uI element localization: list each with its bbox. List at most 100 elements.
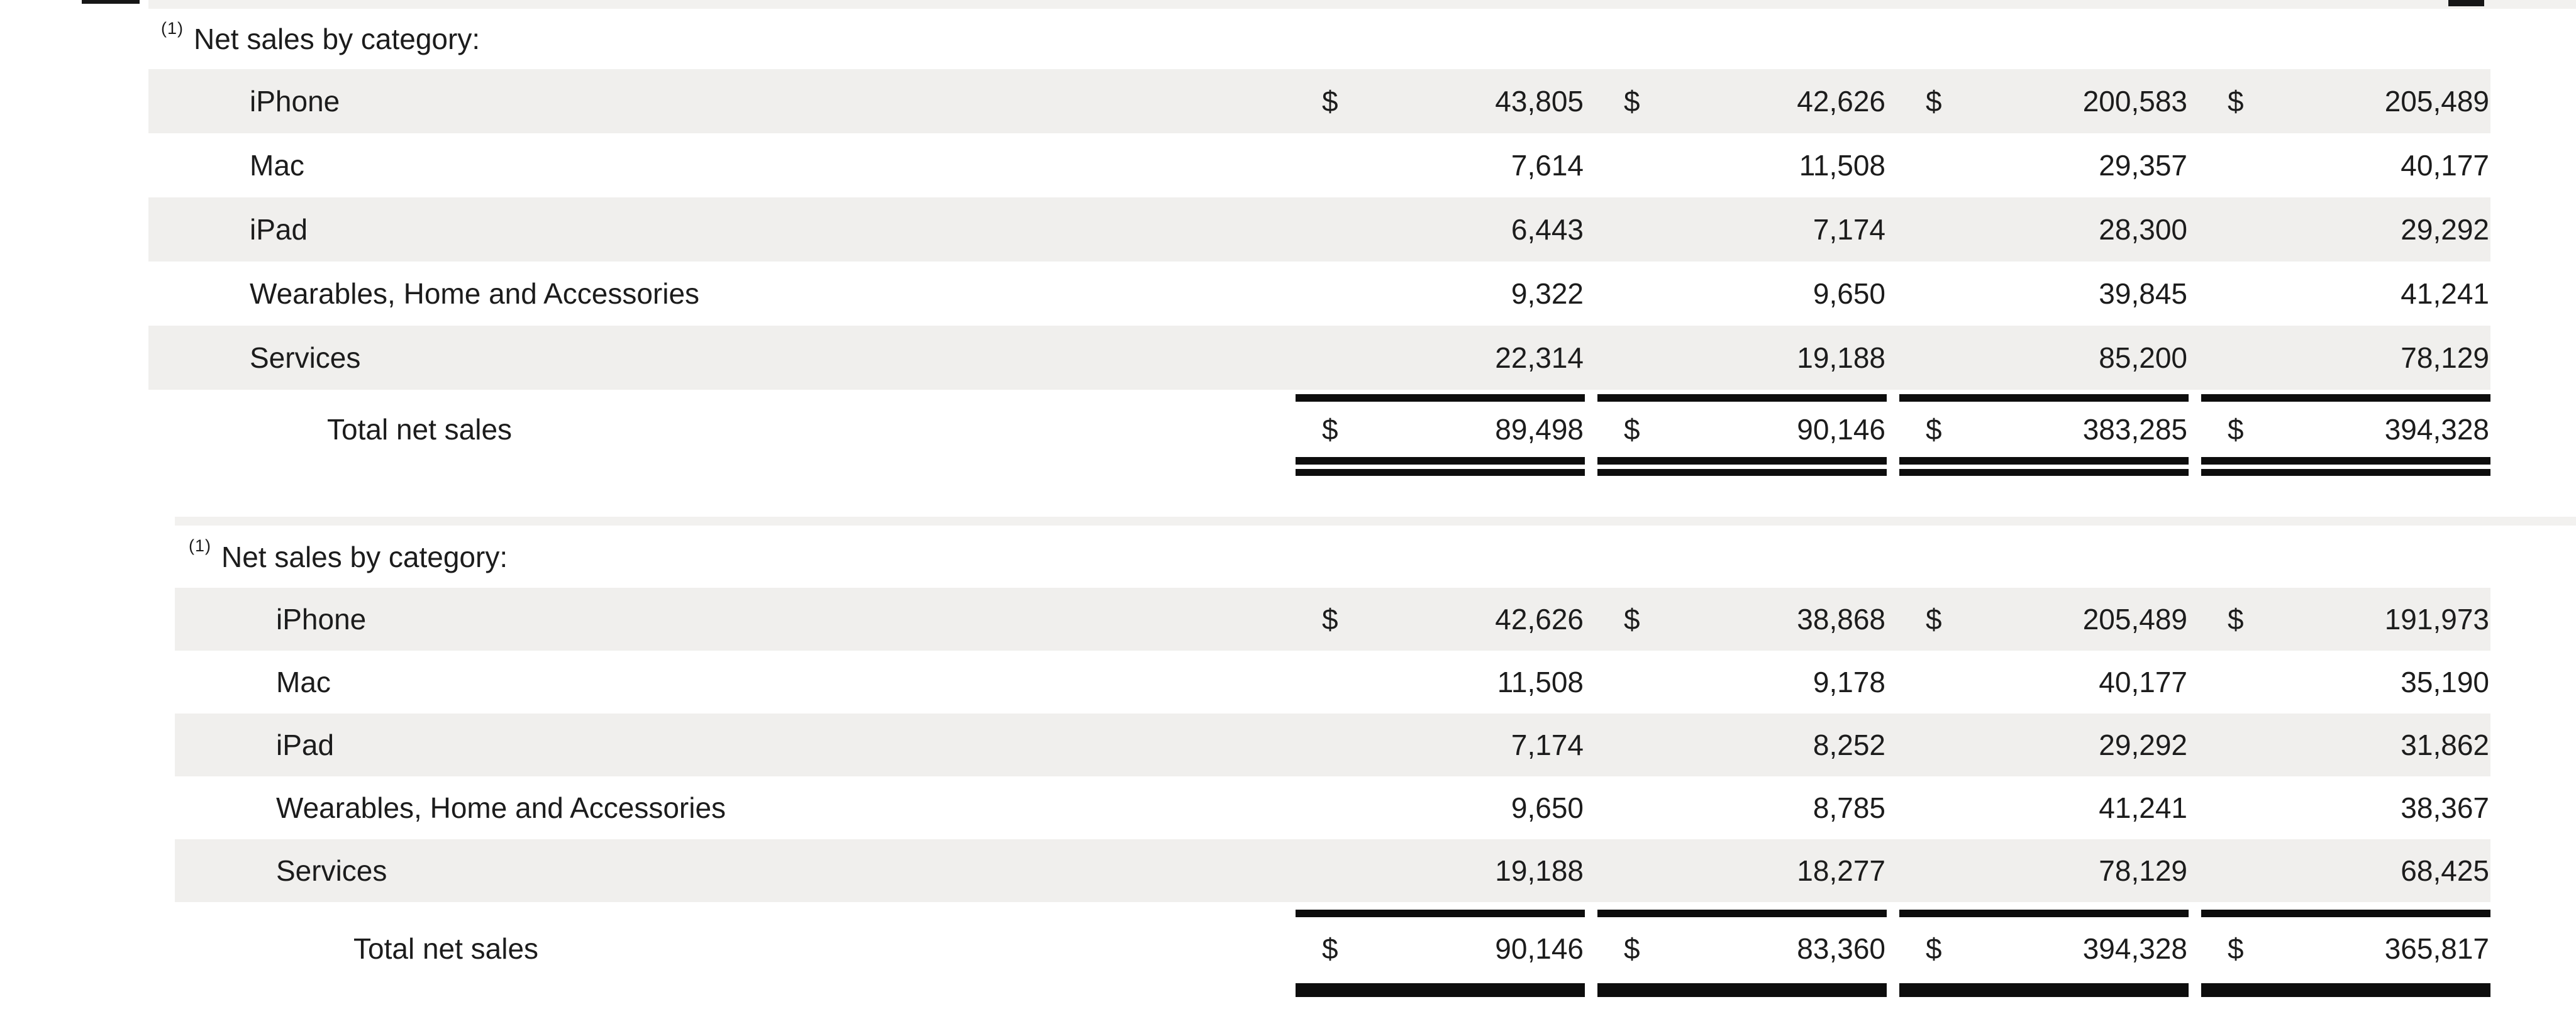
value-group: 41,241 <box>2201 279 2490 308</box>
value-group: $ 200,583 <box>1899 87 2189 116</box>
value-group: $ 394,328 <box>2201 415 2490 444</box>
category-label: iPhone <box>276 603 367 636</box>
table-row-services: Services 19,188 18,277 78,129 68,425 <box>175 839 2490 902</box>
dollar-sign: $ <box>1926 932 1942 965</box>
cropped-rule-fragment-left <box>82 0 140 4</box>
cropped-row-strip-middle <box>175 517 2576 526</box>
value-group: $ 383,285 <box>1899 415 2189 444</box>
value-group: 29,292 <box>1899 730 2189 759</box>
value-cell: 85,200 <box>2099 341 2187 374</box>
value-group: 41,241 <box>1899 793 2189 822</box>
value-group: 22,314 <box>1296 343 1585 372</box>
value-cell: 38,367 <box>2401 791 2489 824</box>
value-group: 35,190 <box>2201 668 2490 697</box>
value-group: $ 205,489 <box>2201 87 2490 116</box>
subtotal-rule <box>148 394 2490 402</box>
double-rule-segment <box>1597 457 1887 476</box>
value-cell: 383,285 <box>2082 413 2187 446</box>
value-cell: 39,845 <box>2099 277 2187 310</box>
value-cell: 11,508 <box>1799 149 1885 182</box>
value-cell: 29,292 <box>2099 729 2187 761</box>
value-cell: 78,129 <box>2401 341 2489 374</box>
value-cell: 11,508 <box>1497 666 1584 698</box>
dollar-sign: $ <box>1322 85 1338 118</box>
value-group: $ 394,328 <box>1899 934 2189 963</box>
value-cell: 28,300 <box>2099 213 2187 246</box>
category-label: iPhone <box>250 85 340 118</box>
value-group: $ 89,498 <box>1296 415 1585 444</box>
table-row-ipad: iPad 6,443 7,174 28,300 29,292 <box>148 197 2490 262</box>
value-cell: 42,626 <box>1495 603 1584 636</box>
total-double-underline <box>148 457 2490 476</box>
double-rule-segment <box>1899 457 2189 476</box>
dollar-sign: $ <box>2228 413 2244 446</box>
value-cell: 9,322 <box>1511 277 1584 310</box>
value-cell: 40,177 <box>2401 149 2489 182</box>
value-cell: 8,252 <box>1813 729 1885 761</box>
value-group: 78,129 <box>1899 856 2189 885</box>
cropped-rule-fragment-right <box>2448 0 2484 6</box>
dollar-sign: $ <box>1624 932 1640 965</box>
double-rule-segment <box>1296 457 1585 476</box>
dollar-sign: $ <box>1322 413 1338 446</box>
value-group: 9,322 <box>1296 279 1585 308</box>
dollar-sign: $ <box>2228 85 2244 118</box>
rule-segment <box>2201 910 2490 917</box>
value-cell: 205,489 <box>2384 85 2489 118</box>
value-cell: 9,178 <box>1813 666 1885 698</box>
value-cell: 394,328 <box>2384 413 2489 446</box>
value-group: 8,785 <box>1597 793 1887 822</box>
rule-segment <box>1899 394 2189 402</box>
cropped-row-strip-top <box>148 0 2576 9</box>
value-cell: 18,277 <box>1797 854 1885 887</box>
double-rule-segment <box>2201 457 2490 476</box>
value-cell: 29,357 <box>2099 149 2187 182</box>
value-cell: 7,614 <box>1511 149 1584 182</box>
dollar-sign: $ <box>1624 413 1640 446</box>
value-cell: 8,785 <box>1813 791 1885 824</box>
total-label: Total net sales <box>327 413 513 446</box>
value-group: 40,177 <box>2201 151 2490 180</box>
dollar-sign: $ <box>2228 603 2244 636</box>
value-cell: 41,241 <box>2099 791 2187 824</box>
value-cell: 191,973 <box>2384 603 2489 636</box>
value-group: $ 365,817 <box>2201 934 2490 963</box>
value-group: 85,200 <box>1899 343 2189 372</box>
value-cell: 31,862 <box>2401 729 2489 761</box>
thick-rule-segment <box>2201 983 2490 997</box>
table-row-wearables: Wearables, Home and Accessories 9,322 9,… <box>148 262 2490 326</box>
thick-rule-segment <box>1296 983 1585 997</box>
rule-segment <box>1296 394 1585 402</box>
table-row-iphone: iPhone $ 43,805 $ 42,626 $ 200,583 $ 205… <box>148 69 2490 133</box>
value-group: 68,425 <box>2201 856 2490 885</box>
table-row-iphone: iPhone $ 42,626 $ 38,868 $ 205,489 $ 191… <box>175 588 2490 651</box>
value-cell: 40,177 <box>2099 666 2187 698</box>
rule-segment <box>1296 910 1585 917</box>
value-cell: 22,314 <box>1495 341 1584 374</box>
subtotal-rule <box>175 910 2490 917</box>
value-cell: 365,817 <box>2384 932 2489 965</box>
value-cell: 29,292 <box>2401 213 2489 246</box>
value-group: 6,443 <box>1296 215 1585 244</box>
value-cell: 7,174 <box>1511 729 1584 761</box>
value-group: 28,300 <box>1899 215 2189 244</box>
value-cell: 78,129 <box>2099 854 2187 887</box>
category-label: Services <box>276 854 387 887</box>
rule-segment <box>1597 394 1887 402</box>
value-cell: 9,650 <box>1511 791 1584 824</box>
value-group: 19,188 <box>1597 343 1887 372</box>
dollar-sign: $ <box>1322 603 1338 636</box>
value-cell: 7,174 <box>1813 213 1885 246</box>
value-group: 39,845 <box>1899 279 2189 308</box>
value-group: 7,174 <box>1597 215 1887 244</box>
value-cell: 83,360 <box>1797 932 1885 965</box>
thick-rule-segment <box>1899 983 2189 997</box>
value-group: 31,862 <box>2201 730 2490 759</box>
net-sales-table-1: (1) Net sales by category: iPhone $ 43,8… <box>0 9 2576 476</box>
table-1-header: (1) Net sales by category: <box>0 9 2576 69</box>
table-row-mac: Mac 11,508 9,178 40,177 35,190 <box>175 651 2490 714</box>
value-cell: 38,868 <box>1797 603 1885 636</box>
value-cell: 205,489 <box>2082 603 2187 636</box>
category-label: iPad <box>250 213 308 246</box>
rule-segment <box>2201 394 2490 402</box>
